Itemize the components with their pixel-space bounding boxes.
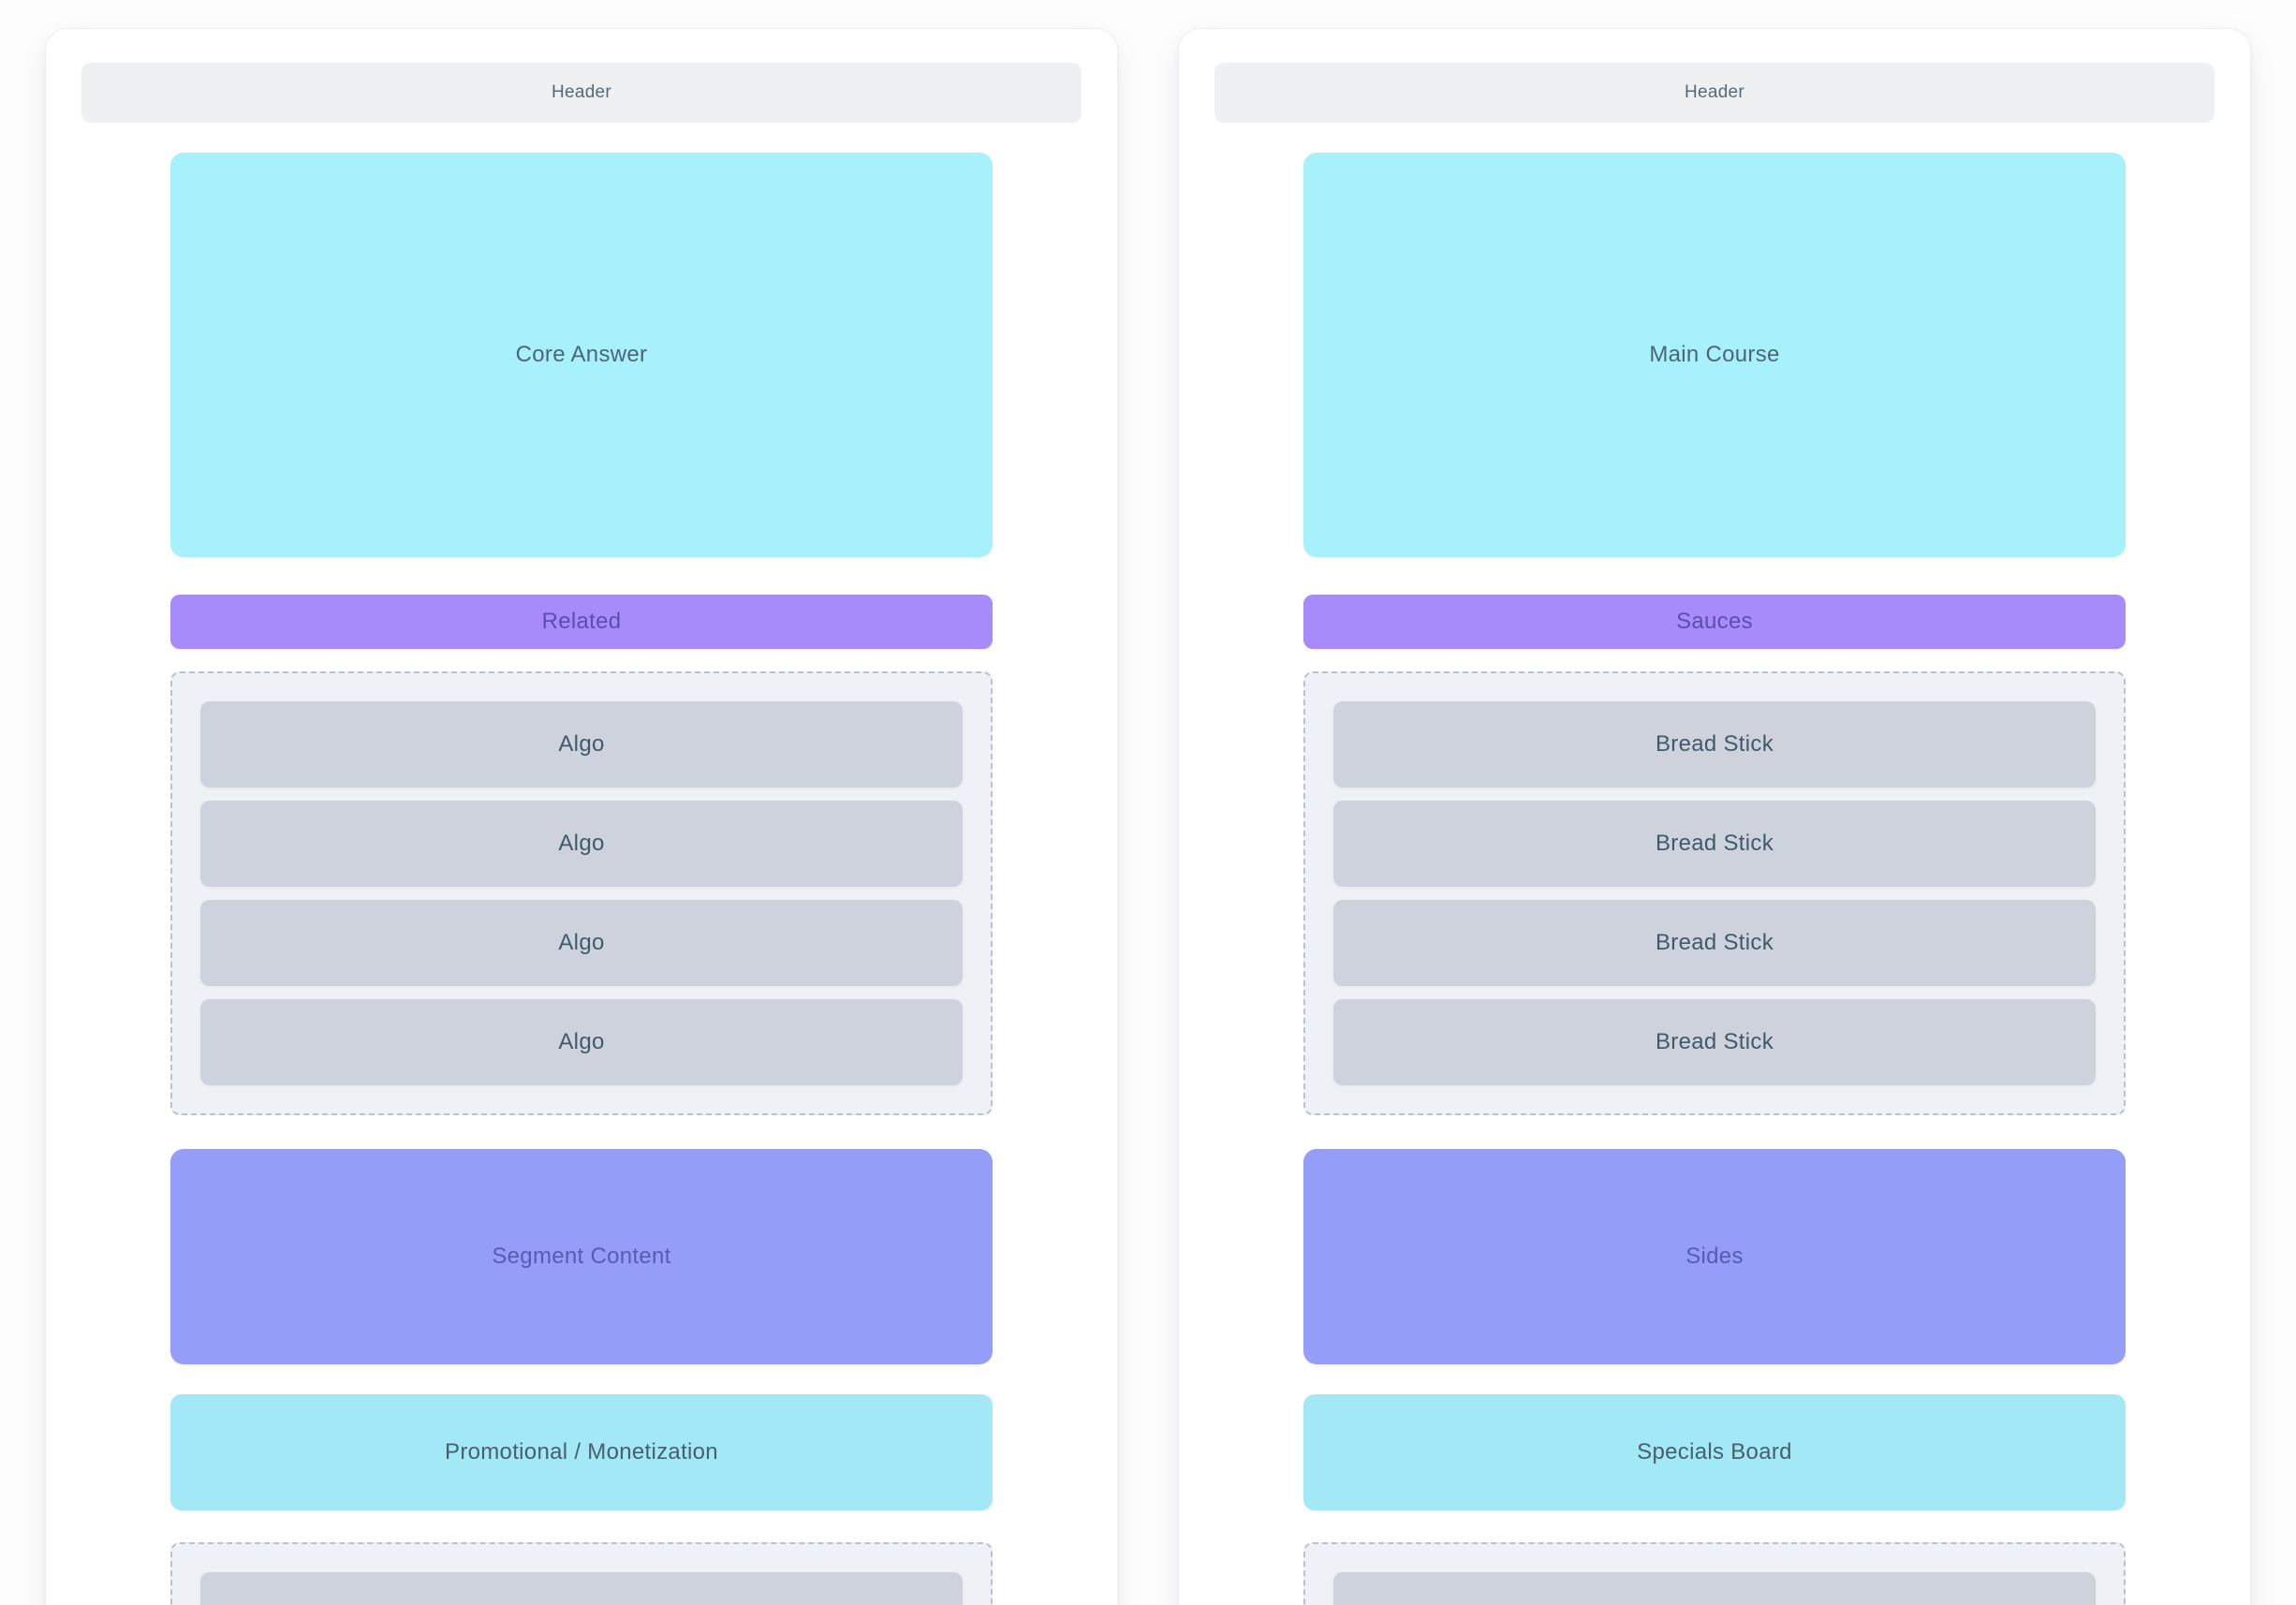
partial-list-item-block[interactable]	[1333, 1572, 2096, 1605]
header-label: Header	[1684, 82, 1745, 102]
header-label: Header	[551, 82, 612, 102]
accent-bar-label: Related	[541, 609, 622, 634]
list-item-label: Algo	[558, 731, 605, 757]
list-item-label: Bread Stick	[1655, 731, 1774, 757]
list-item-block[interactable]: Algo	[200, 701, 963, 788]
segment-block[interactable]: Segment Content	[170, 1149, 993, 1364]
list-group: Bread Stick Bread Stick Bread Stick Brea…	[1303, 671, 2126, 1115]
accent-bar-label: Sauces	[1676, 609, 1753, 634]
list-item-label: Bread Stick	[1655, 831, 1774, 856]
hero-block[interactable]: Main Course	[1303, 153, 2126, 557]
partial-list-group	[170, 1542, 993, 1605]
segment-label: Segment Content	[492, 1244, 671, 1269]
segment-block[interactable]: Sides	[1303, 1149, 2126, 1364]
hero-label: Main Course	[1649, 342, 1780, 367]
list-item-block[interactable]: Bread Stick	[1333, 999, 2096, 1085]
accent-bar-block[interactable]: Sauces	[1303, 595, 2126, 649]
list-group: Algo Algo Algo Algo	[170, 671, 993, 1115]
accent-bar-block[interactable]: Related	[170, 595, 993, 649]
hero-block[interactable]: Core Answer	[170, 153, 993, 557]
list-item-label: Bread Stick	[1655, 930, 1774, 955]
list-item-block[interactable]: Bread Stick	[1333, 701, 2096, 788]
header-block[interactable]: Header	[81, 63, 1082, 123]
panel-content-column: Core Answer Related Algo Algo Algo Algo	[170, 153, 993, 1605]
list-item-block[interactable]: Algo	[200, 801, 963, 887]
promo-label: Promotional / Monetization	[445, 1439, 718, 1465]
wireframe-panel-left: Header Core Answer Related Algo Algo Alg…	[45, 28, 1118, 1605]
list-item-block[interactable]: Bread Stick	[1333, 900, 2096, 986]
partial-list-group	[1303, 1542, 2126, 1605]
wireframe-panel-right: Header Main Course Sauces Bread Stick Br…	[1178, 28, 2251, 1605]
list-item-label: Algo	[558, 1029, 605, 1054]
hero-label: Core Answer	[515, 342, 648, 367]
header-block[interactable]: Header	[1214, 63, 2215, 123]
segment-label: Sides	[1685, 1244, 1744, 1269]
panel-content-column: Main Course Sauces Bread Stick Bread Sti…	[1303, 153, 2126, 1605]
partial-list-item-block[interactable]	[200, 1572, 963, 1605]
promo-block[interactable]: Promotional / Monetization	[170, 1394, 993, 1510]
promo-block[interactable]: Specials Board	[1303, 1394, 2126, 1510]
list-item-block[interactable]: Bread Stick	[1333, 801, 2096, 887]
promo-label: Specials Board	[1637, 1439, 1792, 1465]
list-item-label: Algo	[558, 930, 605, 955]
list-item-block[interactable]: Algo	[200, 900, 963, 986]
list-item-label: Algo	[558, 831, 605, 856]
list-item-label: Bread Stick	[1655, 1029, 1774, 1054]
list-item-block[interactable]: Algo	[200, 999, 963, 1085]
